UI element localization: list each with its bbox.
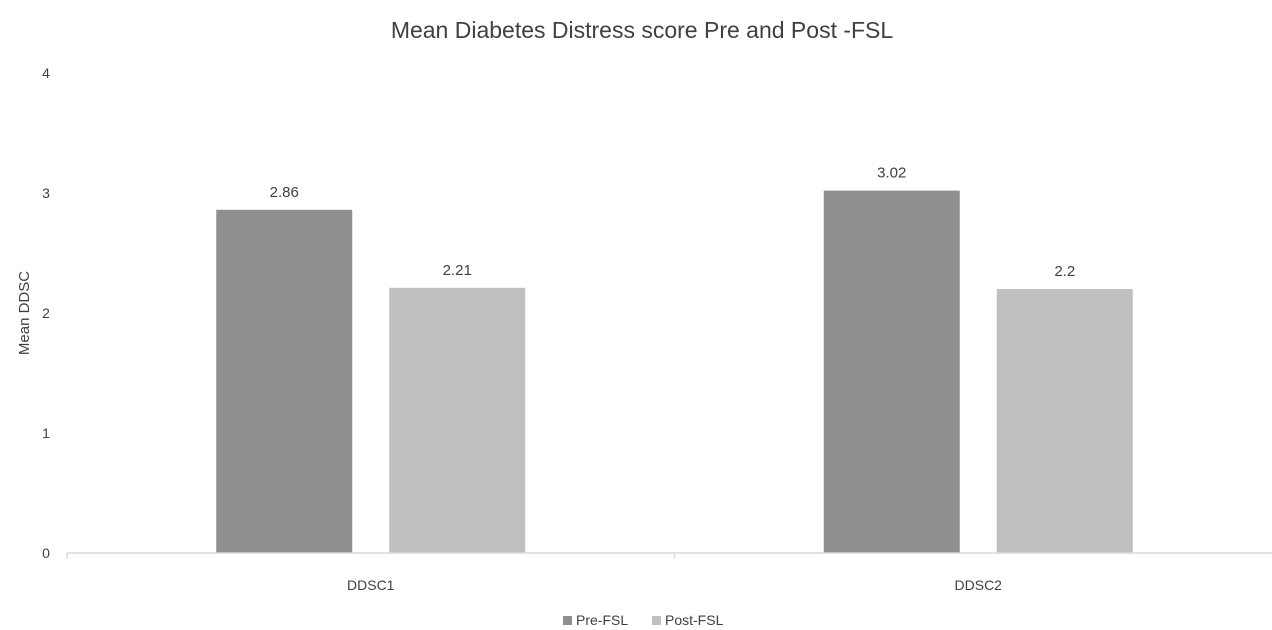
chart-title: Mean Diabetes Distress score Pre and Pos… [391,17,894,43]
y-tick-label: 3 [42,185,50,201]
data-label: 2.21 [443,262,472,279]
y-tick-label: 0 [42,545,50,561]
y-axis-label: Mean DDSC [16,271,33,355]
y-tick-label: 1 [42,425,50,441]
bar-post-fsl-ddsc1 [389,287,526,553]
legend-label: Post-FSL [665,612,724,628]
y-tick-label: 4 [42,65,50,81]
legend-swatch [563,616,572,625]
legend: Pre-FSL Post-FSL [563,612,724,628]
bar-pre-fsl-ddsc2 [823,190,960,553]
bar-pre-fsl-ddsc1 [216,209,353,554]
y-axis-ticks: 0 1 2 3 4 [42,65,50,561]
x-axis [66,552,1272,559]
data-label: 2.2 [1054,263,1075,280]
y-tick-label: 2 [42,305,50,321]
data-label: 3.02 [877,165,906,182]
legend-swatch [652,616,661,625]
bars: 2.86 2.21 3.02 2.2 [216,165,1133,554]
bar-post-fsl-ddsc2 [996,289,1133,553]
x-axis-ticks: DDSC1 DDSC2 [347,577,1002,593]
x-category-label: DDSC2 [955,577,1003,593]
x-category-label: DDSC1 [347,577,395,593]
legend-label: Pre-FSL [576,612,628,628]
data-label: 2.86 [270,184,299,201]
